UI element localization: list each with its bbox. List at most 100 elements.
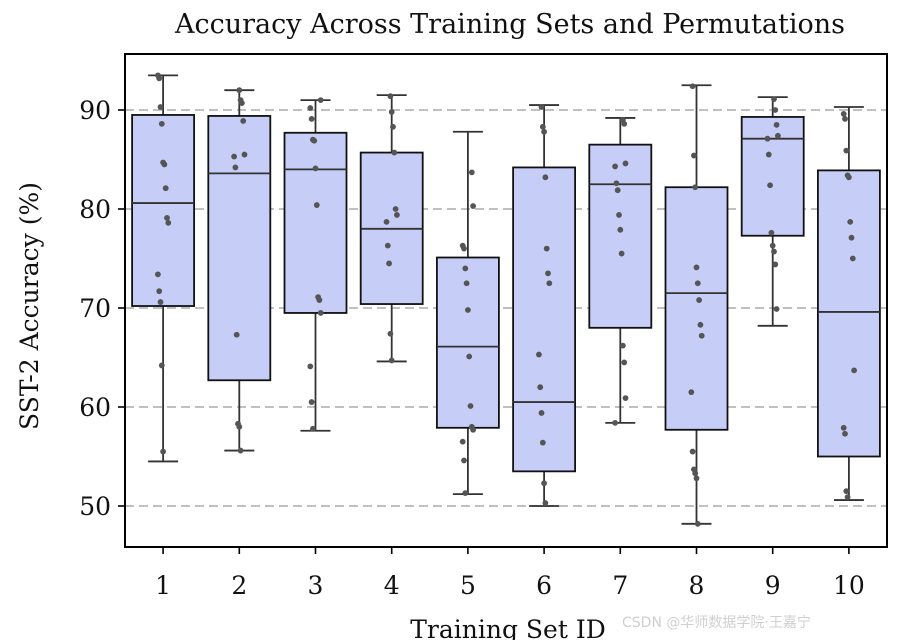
data-point-10-0: [840, 111, 847, 117]
data-point-9-11: [773, 306, 780, 312]
data-point-1-13: [160, 448, 167, 455]
x-tick-label-4: 4: [384, 571, 400, 600]
data-point-5-12: [461, 457, 467, 464]
box-iqr: [740, 116, 805, 237]
data-point-10-8: [851, 367, 857, 374]
data-point-7-6: [616, 212, 622, 218]
data-point-1-9: [155, 271, 161, 278]
box-5: [435, 130, 500, 496]
data-point-10-11: [843, 488, 850, 495]
y-tick-label-80: 80: [79, 195, 111, 224]
data-point-10-6: [848, 234, 855, 241]
data-point-8-9: [689, 448, 696, 455]
box-7: [588, 117, 653, 424]
data-point-7-3: [612, 163, 618, 170]
box-iqr: [817, 169, 881, 458]
y-axis-label: SST-2 Accuracy (%): [15, 182, 44, 430]
data-point-6-7: [536, 351, 542, 358]
data-point-5-0: [468, 169, 475, 176]
box-iqr: [435, 256, 500, 429]
data-point-8-4: [694, 280, 701, 287]
x-tick-label-7: 7: [612, 571, 628, 600]
data-point-8-12: [693, 475, 700, 482]
data-point-8-8: [688, 389, 695, 396]
data-point-5-7: [466, 353, 473, 360]
data-point-8-0: [689, 83, 696, 90]
data-point-8-11: [692, 470, 699, 477]
x-tick-label-5: 5: [460, 571, 476, 600]
data-point-2-5: [231, 153, 238, 160]
data-point-2-10: [237, 447, 244, 454]
data-point-1-5: [161, 161, 168, 168]
data-point-4-6: [383, 218, 390, 225]
data-point-5-6: [465, 307, 471, 313]
data-point-8-5: [696, 297, 702, 303]
data-point-6-1: [539, 123, 546, 130]
data-point-2-9: [236, 423, 243, 430]
data-point-4-5: [394, 212, 400, 218]
watermark-text: CSDN @华师数据学院·王嘉宁: [622, 615, 811, 631]
data-point-7-12: [612, 419, 618, 426]
data-point-4-1: [388, 109, 395, 115]
data-point-4-7: [384, 242, 391, 249]
y-tick-label-90: 90: [79, 96, 111, 125]
x-tick-label-3: 3: [308, 571, 324, 600]
data-point-3-4: [311, 137, 318, 144]
box-iqr: [664, 186, 729, 431]
data-point-1-6: [162, 185, 169, 192]
boxes: [131, 74, 881, 525]
data-point-4-8: [386, 260, 392, 267]
y-tick-label-60: 60: [79, 393, 111, 422]
data-point-6-11: [541, 480, 547, 487]
data-point-8-6: [697, 321, 704, 328]
data-point-2-3: [240, 117, 247, 124]
data-point-4-10: [388, 357, 395, 364]
data-point-3-6: [313, 202, 320, 208]
data-point-1-8: [165, 219, 172, 226]
data-point-10-10: [842, 430, 848, 437]
box-iqr: [588, 143, 653, 329]
data-point-6-2: [541, 128, 547, 135]
data-point-6-4: [543, 245, 550, 252]
box-10: [817, 106, 881, 501]
data-point-10-1: [842, 116, 848, 122]
data-point-7-7: [617, 226, 624, 233]
x-axis-label: Training Set ID: [410, 615, 606, 640]
box-3: [283, 99, 348, 432]
data-point-9-2: [773, 121, 780, 128]
x-tick-label-9: 9: [765, 571, 781, 600]
data-point-6-9: [538, 410, 545, 416]
data-point-4-9: [387, 330, 394, 337]
data-point-9-0: [771, 96, 777, 103]
data-point-3-8: [316, 297, 323, 303]
data-point-7-1: [621, 120, 628, 127]
data-point-5-5: [463, 280, 470, 287]
data-point-6-5: [545, 270, 551, 277]
data-point-4-0: [387, 93, 394, 100]
box-6: [512, 104, 576, 507]
data-point-7-8: [618, 250, 625, 257]
data-point-10-2: [843, 147, 850, 154]
data-point-3-9: [317, 310, 324, 316]
data-point-9-6: [767, 182, 773, 189]
data-point-7-11: [622, 395, 629, 401]
data-point-2-0: [236, 87, 243, 94]
box-2: [207, 89, 272, 452]
data-point-9-1: [772, 107, 779, 113]
x-tick-label-2: 2: [231, 571, 247, 600]
data-point-5-10: [470, 426, 476, 433]
data-point-8-1: [691, 152, 697, 159]
data-point-1-10: [156, 288, 163, 295]
data-point-4-2: [390, 123, 396, 130]
data-point-3-10: [307, 363, 314, 370]
data-point-8-3: [693, 264, 700, 271]
data-point-9-7: [768, 229, 775, 236]
data-point-6-6: [546, 280, 553, 287]
data-point-9-5: [765, 151, 772, 158]
data-point-1-7: [164, 215, 170, 221]
box-iqr: [207, 115, 272, 382]
box-4: [359, 94, 424, 363]
data-point-7-9: [620, 342, 626, 349]
data-point-10-4: [846, 174, 852, 181]
data-point-2-7: [233, 331, 240, 338]
